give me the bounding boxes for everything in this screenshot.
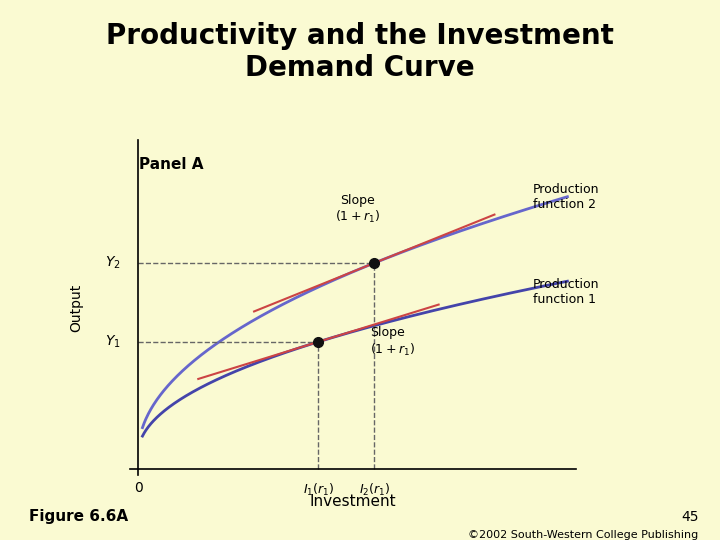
Text: $Y_2$: $Y_2$ xyxy=(105,255,121,271)
Text: ©2002 South-Western College Publishing: ©2002 South-Western College Publishing xyxy=(468,530,698,540)
Text: 0: 0 xyxy=(134,482,143,496)
Text: Slope
$(1+r_1)$: Slope $(1+r_1)$ xyxy=(335,194,379,226)
Text: $I_1(r_1)$: $I_1(r_1)$ xyxy=(303,482,334,497)
Text: Slope
$(1+r_1)$: Slope $(1+r_1)$ xyxy=(370,326,415,357)
Text: Figure 6.6A: Figure 6.6A xyxy=(29,509,128,524)
Text: Production
function 1: Production function 1 xyxy=(533,278,600,306)
Text: Output: Output xyxy=(69,284,83,332)
Text: Panel A: Panel A xyxy=(138,157,203,172)
Text: $I_2(r_1)$: $I_2(r_1)$ xyxy=(359,482,390,497)
Text: Productivity and the Investment
Demand Curve: Productivity and the Investment Demand C… xyxy=(106,22,614,82)
X-axis label: Investment: Investment xyxy=(310,494,396,509)
Text: Production
function 2: Production function 2 xyxy=(533,183,600,211)
Text: $Y_1$: $Y_1$ xyxy=(105,334,121,350)
Text: 45: 45 xyxy=(681,510,698,524)
